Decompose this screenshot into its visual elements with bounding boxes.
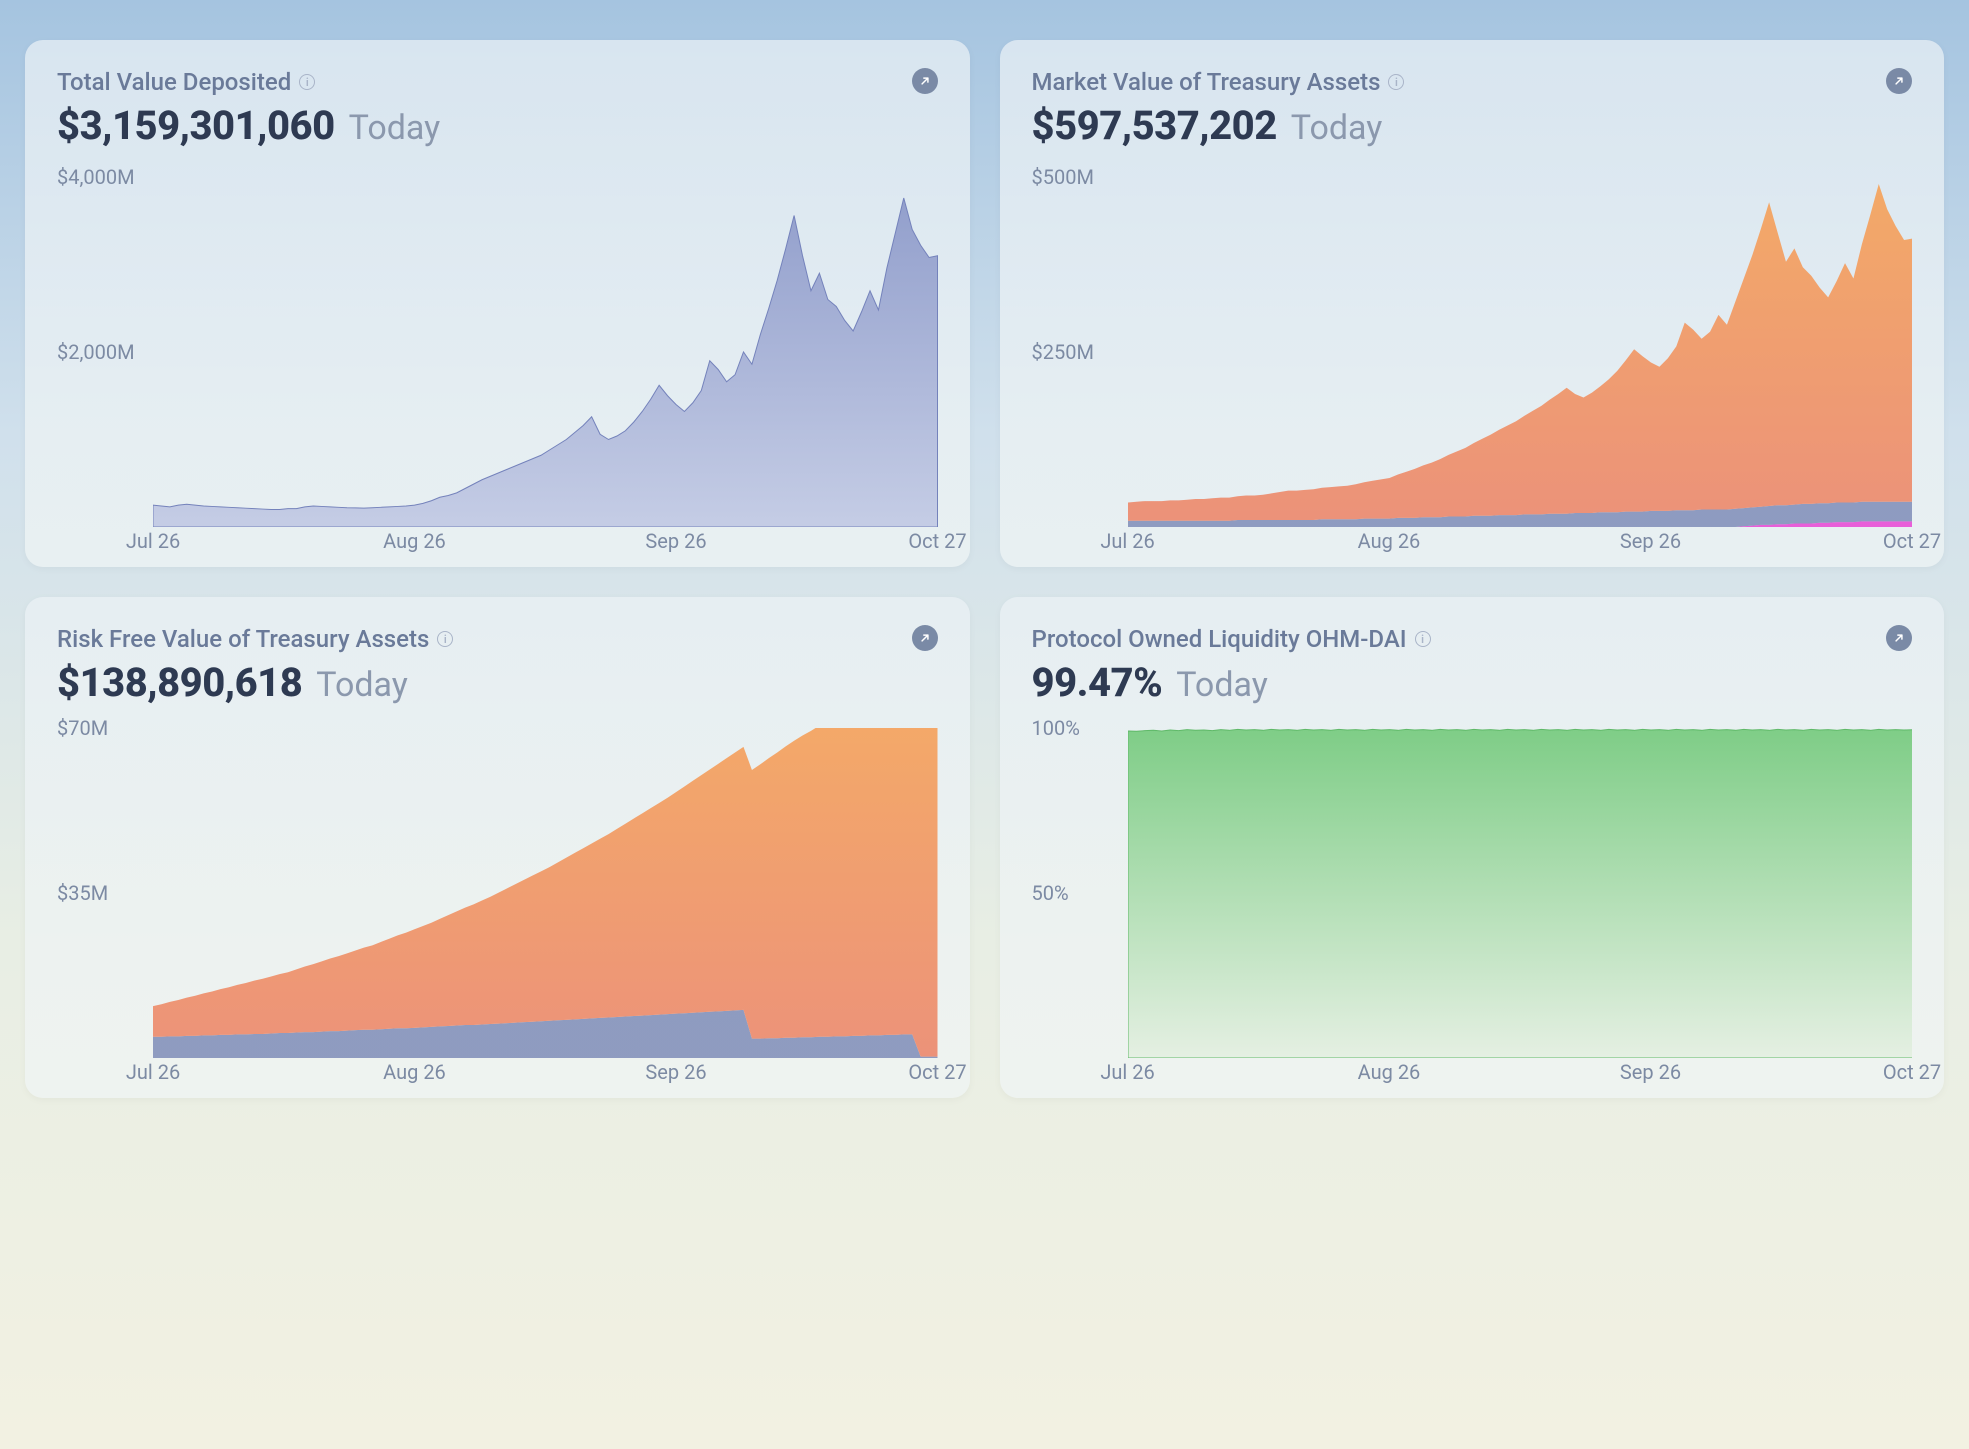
chart-series-layer-orange	[1128, 184, 1913, 521]
x-axis-label: Oct 27	[908, 1060, 966, 1084]
card-protocol-owned-liquidity: Protocol Owned Liquidity OHM-DAI i 99.47…	[1000, 597, 1945, 1098]
card-title: Total Value Deposited	[57, 68, 291, 96]
expand-icon	[1892, 631, 1906, 645]
card-market-value-treasury: Market Value of Treasury Assets i $597,5…	[1000, 40, 1945, 567]
card-value-row: $3,159,301,060 Today	[57, 102, 440, 149]
card-sublabel: Today	[349, 108, 441, 148]
expand-icon	[918, 631, 932, 645]
expand-button[interactable]	[1886, 68, 1912, 94]
expand-button[interactable]	[912, 625, 938, 651]
card-sublabel: Today	[1176, 665, 1268, 705]
card-header: Protocol Owned Liquidity OHM-DAI i 99.47…	[1032, 625, 1913, 706]
y-axis-label: $250M	[1032, 340, 1094, 364]
card-sublabel: Today	[1291, 108, 1383, 148]
card-value-row: 99.47% Today	[1032, 659, 1431, 706]
x-axis-label: Jul 26	[126, 1060, 180, 1084]
chart-series-layer-orange	[153, 728, 938, 1057]
chart: $2,000M$4,000MJul 26Aug 26Sep 26Oct 27	[57, 177, 938, 557]
card-value: $138,890,618	[57, 659, 302, 706]
y-axis-label: 100%	[1032, 716, 1080, 740]
title-block: Total Value Deposited i $3,159,301,060 T…	[57, 68, 440, 149]
x-axis-label: Sep 26	[645, 529, 706, 553]
card-title-row: Total Value Deposited i	[57, 68, 440, 96]
y-axis-label: 50%	[1032, 881, 1069, 905]
chart-series-tvl	[153, 198, 938, 527]
x-axis-label: Aug 26	[1358, 529, 1421, 553]
x-axis-label: Aug 26	[1358, 1060, 1421, 1084]
card-title: Market Value of Treasury Assets	[1032, 68, 1381, 96]
x-axis-label: Jul 26	[126, 529, 180, 553]
title-block: Risk Free Value of Treasury Assets i $13…	[57, 625, 453, 706]
x-axis-label: Oct 27	[1883, 1060, 1941, 1084]
card-header: Risk Free Value of Treasury Assets i $13…	[57, 625, 938, 706]
title-block: Market Value of Treasury Assets i $597,5…	[1032, 68, 1405, 149]
card-value-row: $597,537,202 Today	[1032, 102, 1405, 149]
expand-icon	[918, 74, 932, 88]
card-value: $3,159,301,060	[57, 102, 335, 149]
title-block: Protocol Owned Liquidity OHM-DAI i 99.47…	[1032, 625, 1431, 706]
x-axis-label: Sep 26	[1620, 1060, 1681, 1084]
x-axis-label: Sep 26	[1620, 529, 1681, 553]
x-axis-label: Oct 27	[908, 529, 966, 553]
chart: 50%100%Jul 26Aug 26Sep 26Oct 27	[1032, 728, 1913, 1088]
y-axis-label: $70M	[57, 716, 108, 740]
x-axis-label: Jul 26	[1100, 1060, 1154, 1084]
info-icon[interactable]: i	[437, 631, 453, 647]
chart: $250M$500MJul 26Aug 26Sep 26Oct 27	[1032, 177, 1913, 557]
y-axis-label: $500M	[1032, 165, 1094, 189]
info-icon[interactable]: i	[1388, 74, 1404, 90]
y-axis-label: $35M	[57, 881, 108, 905]
y-axis-label: $4,000M	[57, 165, 135, 189]
expand-button[interactable]	[912, 68, 938, 94]
card-header: Total Value Deposited i $3,159,301,060 T…	[57, 68, 938, 149]
chart-series-pol	[1128, 729, 1913, 1058]
x-axis-label: Jul 26	[1100, 529, 1154, 553]
card-value: 99.47%	[1032, 659, 1163, 706]
card-title: Risk Free Value of Treasury Assets	[57, 625, 429, 653]
chart: $35M$70MJul 26Aug 26Sep 26Oct 27	[57, 728, 938, 1088]
x-axis-label: Aug 26	[383, 1060, 446, 1084]
x-axis-label: Oct 27	[1883, 529, 1941, 553]
card-risk-free-value: Risk Free Value of Treasury Assets i $13…	[25, 597, 970, 1098]
info-icon[interactable]: i	[1415, 631, 1431, 647]
card-title-row: Risk Free Value of Treasury Assets i	[57, 625, 453, 653]
dashboard-grid: Total Value Deposited i $3,159,301,060 T…	[25, 40, 1944, 1098]
x-axis-label: Sep 26	[645, 1060, 706, 1084]
info-icon[interactable]: i	[299, 74, 315, 90]
card-value-row: $138,890,618 Today	[57, 659, 453, 706]
card-title: Protocol Owned Liquidity OHM-DAI	[1032, 625, 1407, 653]
expand-icon	[1892, 74, 1906, 88]
card-header: Market Value of Treasury Assets i $597,5…	[1032, 68, 1913, 149]
card-sublabel: Today	[316, 665, 408, 705]
y-axis-label: $2,000M	[57, 340, 135, 364]
card-value: $597,537,202	[1032, 102, 1277, 149]
card-total-value-deposited: Total Value Deposited i $3,159,301,060 T…	[25, 40, 970, 567]
card-title-row: Protocol Owned Liquidity OHM-DAI i	[1032, 625, 1431, 653]
x-axis-label: Aug 26	[383, 529, 446, 553]
expand-button[interactable]	[1886, 625, 1912, 651]
card-title-row: Market Value of Treasury Assets i	[1032, 68, 1405, 96]
